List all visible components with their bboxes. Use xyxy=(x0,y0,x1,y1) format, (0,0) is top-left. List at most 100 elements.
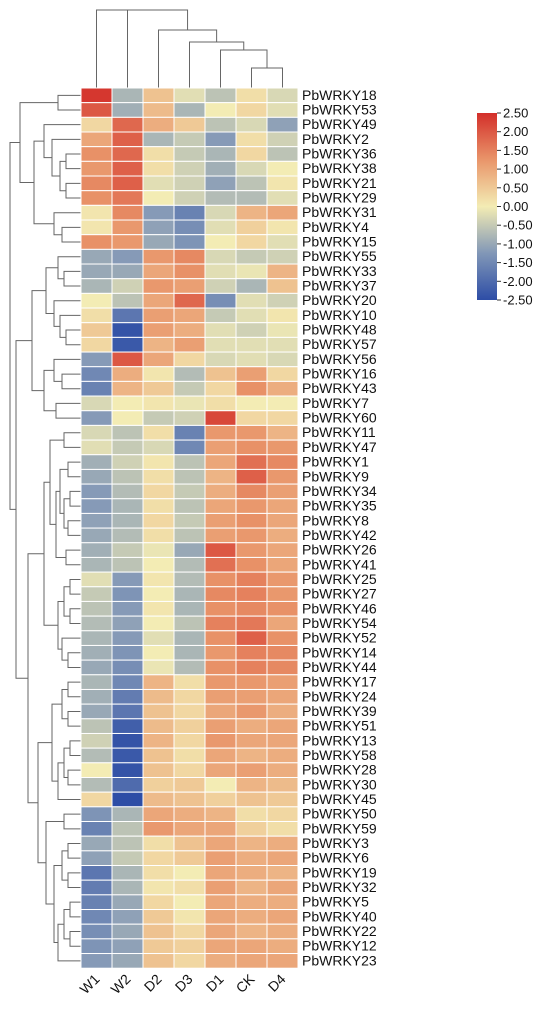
heatmap-cell xyxy=(173,116,206,133)
dendrogram-branch xyxy=(69,931,81,947)
dendrogram-branch xyxy=(15,340,32,679)
heatmap-cell xyxy=(266,468,299,485)
heatmap-cell xyxy=(111,307,144,324)
heatmap-cell xyxy=(142,923,175,940)
heatmap-cell xyxy=(235,512,268,529)
row-label: PbWRKY46 xyxy=(302,600,377,616)
heatmap-cell xyxy=(111,776,144,793)
color-scale-tick-label: 1.00 xyxy=(503,162,528,177)
heatmap-cell xyxy=(204,791,237,808)
heatmap-cell xyxy=(80,586,113,602)
heatmap-cell xyxy=(173,688,206,705)
heatmap-cell xyxy=(204,454,237,470)
heatmap-cell xyxy=(266,102,299,118)
heatmap-cell xyxy=(235,953,268,969)
heatmap-cell xyxy=(235,776,268,793)
heatmap-cell xyxy=(235,630,268,646)
heatmap-cell xyxy=(235,395,268,412)
color-scale-tick-label: 2.50 xyxy=(503,106,528,121)
heatmap-cell xyxy=(142,909,175,925)
heatmap-cell xyxy=(80,410,113,426)
color-scale-tick-label: 0.50 xyxy=(503,180,528,195)
heatmap-cell xyxy=(80,146,113,162)
heatmap-cells xyxy=(80,87,299,969)
heatmap-cell xyxy=(80,674,113,690)
heatmap-cell xyxy=(80,835,113,852)
dendrogram-branch xyxy=(65,329,81,346)
heatmap-cell xyxy=(204,263,237,280)
heatmap-cell xyxy=(173,894,206,911)
heatmap-cell xyxy=(111,160,144,177)
heatmap-cell xyxy=(80,938,113,955)
row-label: PbWRKY6 xyxy=(302,850,369,866)
heatmap-cell xyxy=(266,630,299,646)
row-label: PbWRKY60 xyxy=(302,410,377,426)
heatmap-cell xyxy=(266,600,299,617)
heatmap-cell xyxy=(266,821,299,837)
heatmap-cell xyxy=(142,322,175,338)
heatmap-cell xyxy=(173,850,206,867)
heatmap-cell xyxy=(111,659,144,676)
heatmap-cell xyxy=(173,234,206,250)
heatmap-cell xyxy=(80,806,113,823)
heatmap-cell xyxy=(266,718,299,734)
heatmap-cell xyxy=(80,204,113,221)
heatmap-cell xyxy=(173,571,206,588)
heatmap-cell xyxy=(235,190,268,206)
heatmap-cell xyxy=(173,263,206,280)
heatmap-cell xyxy=(142,175,175,192)
heatmap-cell xyxy=(80,776,113,793)
row-label: PbWRKY34 xyxy=(302,483,377,499)
heatmap-cell xyxy=(80,747,113,764)
heatmap-cell xyxy=(235,615,268,632)
heatmap-cell xyxy=(204,175,237,192)
heatmap-cell xyxy=(266,380,299,397)
heatmap-cell xyxy=(80,909,113,925)
heatmap-cell xyxy=(142,219,175,236)
dendrogram-branch xyxy=(63,747,70,778)
heatmap-cell xyxy=(235,688,268,705)
heatmap-cell xyxy=(204,380,237,397)
row-label: PbWRKY14 xyxy=(302,644,377,660)
heatmap-cell xyxy=(266,659,299,676)
heatmap-cell xyxy=(235,483,268,500)
heatmap-cell xyxy=(266,938,299,955)
heatmap-cell xyxy=(266,747,299,764)
row-label: PbWRKY27 xyxy=(302,586,377,602)
heatmap-cell xyxy=(266,498,299,514)
heatmap-cell xyxy=(266,542,299,558)
dendrogram-branch xyxy=(69,608,81,624)
column-label: D2 xyxy=(141,971,165,995)
heatmap-cell xyxy=(111,953,144,969)
heatmap-cell xyxy=(173,512,206,529)
heatmap-cell xyxy=(266,204,299,221)
heatmap-cell xyxy=(235,542,268,558)
dendrogram-branch xyxy=(43,124,81,159)
heatmap-cell xyxy=(173,762,206,778)
heatmap-cell xyxy=(204,395,237,412)
heatmap-cell xyxy=(142,234,175,250)
row-label: PbWRKY24 xyxy=(302,688,377,704)
heatmap-cell xyxy=(142,703,175,720)
heatmap-cell xyxy=(204,776,237,793)
heatmap-cell xyxy=(80,821,113,837)
heatmap-cell xyxy=(111,879,144,896)
heatmap-cell xyxy=(173,336,206,353)
heatmap-cell xyxy=(80,395,113,412)
heatmap-cell xyxy=(142,644,175,661)
heatmap-cell xyxy=(266,395,299,412)
row-label: PbWRKY12 xyxy=(302,938,377,954)
heatmap-cell xyxy=(173,865,206,881)
heatmap-cell xyxy=(142,586,175,602)
heatmap-cell xyxy=(111,571,144,588)
heatmap-cell xyxy=(142,659,175,676)
color-scale-bar xyxy=(477,113,497,300)
heatmap-cell xyxy=(80,380,113,397)
heatmap-cell xyxy=(80,219,113,236)
heatmap-cell xyxy=(80,102,113,118)
heatmap-cell xyxy=(142,556,175,573)
heatmap-cell xyxy=(173,791,206,808)
heatmap-cell xyxy=(111,674,144,690)
row-label: PbWRKY17 xyxy=(302,674,377,690)
heatmap-cell xyxy=(111,923,144,940)
